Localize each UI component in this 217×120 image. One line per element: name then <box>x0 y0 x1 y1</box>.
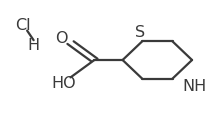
Text: H: H <box>28 38 40 53</box>
Text: HO: HO <box>52 76 76 91</box>
Text: Cl: Cl <box>15 18 31 33</box>
Text: NH: NH <box>182 79 207 94</box>
Text: O: O <box>56 31 68 46</box>
Text: S: S <box>135 25 145 40</box>
